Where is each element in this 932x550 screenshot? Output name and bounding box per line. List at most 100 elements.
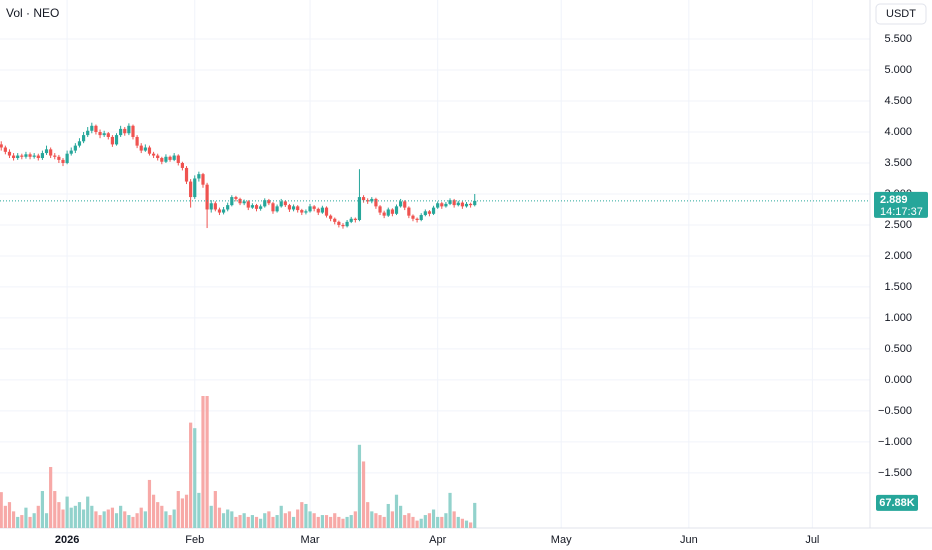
candle-body: [77, 141, 82, 146]
volume-bar: [382, 516, 386, 528]
volume-bar: [86, 496, 90, 528]
x-tick-label: Feb: [185, 534, 204, 546]
x-tick-label: May: [551, 534, 572, 546]
candle-body: [102, 133, 106, 136]
y-tick-label: 2.500: [884, 219, 912, 231]
volume-bar: [94, 511, 98, 528]
candle-body: [201, 174, 205, 185]
candle-body: [106, 133, 110, 137]
volume-bar: [7, 502, 12, 528]
volume-bar: [460, 518, 464, 528]
last-price-box: [874, 191, 928, 218]
volume-bar: [456, 516, 460, 528]
volume-bar: [110, 507, 115, 528]
volume-bar: [320, 515, 324, 528]
candle-body: [469, 203, 473, 206]
volume-bar: [399, 505, 403, 528]
candle-body: [69, 150, 73, 154]
x-tick-label: 2026: [55, 534, 79, 546]
candle-body: [419, 215, 423, 220]
volume-bar: [127, 515, 131, 528]
volume-bar: [357, 444, 362, 528]
candle-body: [28, 154, 32, 157]
volume-bar: [234, 516, 238, 528]
candle-body: [460, 202, 464, 207]
volume-bar: [238, 515, 242, 528]
candle-body: [3, 147, 7, 152]
volume-bar: [329, 516, 333, 528]
volume-bar: [246, 516, 250, 528]
volume-bar: [374, 513, 378, 528]
candle-body: [382, 212, 386, 216]
volume-bar: [16, 516, 20, 528]
volume-bar: [217, 507, 222, 528]
x-tick-label: Jul: [805, 534, 819, 546]
candle-body: [172, 155, 176, 160]
candle-body: [324, 207, 329, 216]
volume-bar: [164, 511, 168, 528]
volume-bar: [263, 513, 267, 528]
volume-bar: [419, 518, 423, 528]
x-tick-label: Jun: [680, 534, 698, 546]
currency-label[interactable]: USDT: [886, 8, 916, 20]
candle-body: [180, 162, 184, 168]
candle-body: [254, 205, 259, 209]
candle-body: [234, 197, 238, 199]
volume-bar: [213, 491, 217, 528]
candle-body: [61, 159, 65, 163]
currency-button[interactable]: [875, 3, 927, 25]
volume-bar: [184, 494, 189, 528]
volume-label-box: [876, 494, 918, 511]
volume-bar: [230, 511, 234, 528]
volume-bar: [291, 516, 296, 528]
y-tick-label: 1.000: [884, 312, 912, 324]
y-tick-label: 4.000: [884, 126, 912, 138]
candle-body: [7, 151, 12, 156]
volume-bar: [226, 509, 230, 528]
volume-bar: [24, 507, 28, 528]
volume-bar: [271, 516, 275, 528]
countdown-label: 14:17:37: [880, 206, 923, 218]
candle-body: [374, 198, 378, 207]
candle-body: [197, 174, 201, 179]
candle-body: [147, 147, 152, 154]
candle-body: [271, 203, 275, 212]
volume-bar: [156, 502, 160, 528]
volume-bar: [168, 515, 172, 528]
candle-body: [337, 221, 341, 225]
volume-bar: [337, 516, 341, 528]
candle-body: [44, 149, 49, 154]
volume-bar: [57, 502, 61, 528]
volume-bar: [304, 503, 308, 528]
candle-body: [114, 135, 119, 145]
volume-bar: [448, 492, 452, 528]
candle-body: [407, 207, 411, 216]
candle-body: [378, 206, 382, 213]
candle-body: [139, 145, 143, 151]
volume-bar: [254, 516, 259, 528]
candle-body: [275, 206, 279, 212]
candle-body: [287, 205, 292, 210]
candle-body: [436, 203, 440, 208]
volume-bar: [250, 515, 254, 528]
candle-body: [263, 200, 267, 207]
y-tick-label: 3.500: [884, 157, 912, 169]
candle-body: [94, 125, 98, 132]
volume-bar: [436, 516, 440, 528]
volume-bar: [473, 502, 477, 528]
candle-body: [366, 200, 370, 202]
candle-body: [370, 198, 374, 202]
volume-bar: [361, 461, 366, 528]
candle-body: [259, 206, 263, 209]
volume-bar: [69, 507, 73, 528]
volume-bar: [452, 511, 456, 528]
volume-bar: [131, 516, 135, 528]
volume-bar: [81, 509, 86, 528]
volume-bar: [53, 491, 57, 528]
volume-bar: [98, 515, 102, 528]
volume-bar: [180, 498, 184, 528]
candle-body: [279, 201, 283, 207]
candle-body: [291, 206, 296, 210]
candle-body: [304, 211, 308, 213]
